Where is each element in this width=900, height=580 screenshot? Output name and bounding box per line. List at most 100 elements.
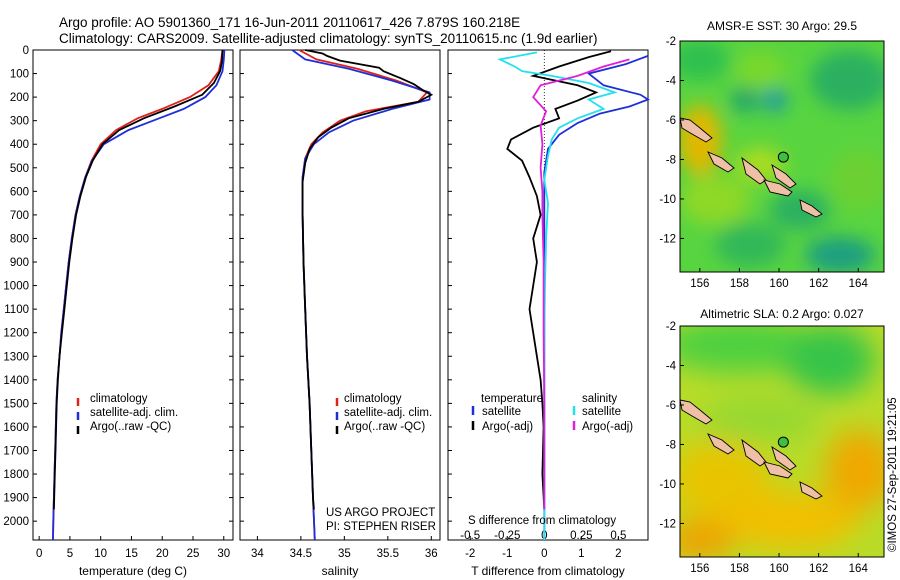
depth-tick-label: 400 — [10, 139, 29, 151]
diff-t-xtick-label: 2 — [615, 548, 621, 560]
temperature-xlabel: temperature (deg C) — [79, 564, 187, 578]
diff-s-tick-label: -0.5 — [460, 530, 480, 542]
diff-t-xtick-label: -1 — [502, 548, 512, 560]
header-line-1: Argo profile: AO 5901360_171 16-Jun-2011… — [59, 15, 520, 30]
depth-tick-label: 700 — [10, 210, 29, 222]
temp-xtick-label: 15 — [125, 548, 138, 560]
depth-tick-label: 1600 — [3, 422, 29, 434]
sal-legend-climatology: climatology — [344, 393, 402, 405]
temperature-frame — [32, 49, 234, 541]
sst-map: AMSR-E SST: 30 Argo: 29.5 — [659, 19, 885, 290]
sst-map-frame — [679, 40, 885, 273]
map-ytick-label: -2 — [666, 321, 676, 333]
header-line-2: Climatology: CARS2009. Satellite-adjuste… — [59, 31, 598, 46]
map-ytick-label: -8 — [666, 154, 676, 166]
map-ytick-label: -6 — [666, 400, 676, 412]
temp-xtick-label: 5 — [67, 548, 73, 560]
map-xtick-label: 164 — [849, 278, 869, 290]
legend-s-argo: Argo(-adj) — [582, 421, 633, 433]
salinity-frame — [239, 49, 441, 541]
diff-t-xtick-label: 0 — [541, 548, 547, 560]
sla-map-frame — [679, 325, 885, 558]
series-satellite-adj-clim--line — [291, 49, 431, 541]
diff-s-tick-label: -0.25 — [494, 530, 520, 542]
legend-t-sat: satellite — [482, 406, 521, 418]
map-ytick-label: -4 — [666, 75, 677, 87]
t-difference-xlabel: T difference from climatology — [471, 564, 625, 578]
map-xtick-label: 164 — [849, 563, 869, 575]
sal-legend-argo: Argo(..raw -QC) — [344, 421, 425, 433]
depth-tick-label: 900 — [10, 257, 29, 269]
map-ytick-label: -4 — [666, 360, 677, 372]
series-t-satellite-line — [543, 55, 651, 540]
imos-stamp: ©IMOS 27-Sep-2011 19:21:05 — [887, 397, 899, 552]
legend-s-sat: satellite — [582, 406, 621, 418]
sla-argo-position — [777, 436, 789, 448]
depth-tick-label: 1300 — [3, 351, 29, 363]
series-argo-raw-qc--line — [301, 49, 434, 510]
depth-tick-label: 2000 — [3, 516, 29, 528]
sal-xtick-label: 35 — [338, 548, 351, 560]
series-s-argo-line — [532, 58, 630, 510]
depth-tick-label: 800 — [10, 233, 29, 245]
legend-climatology: climatology — [90, 393, 148, 405]
depth-tick-label: 500 — [10, 163, 29, 175]
map-ytick-label: -12 — [659, 518, 676, 530]
depth-tick-label: 100 — [10, 69, 29, 81]
temp-xtick-label: 30 — [217, 548, 230, 560]
salinity-legend: climatology satellite-adj. clim. Argo(..… — [335, 393, 432, 434]
series-satellite-adj-clim--line — [52, 49, 226, 541]
temp-xtick-label: 20 — [156, 548, 169, 560]
depth-tick-label: 200 — [10, 92, 29, 104]
sal-xtick-label: 34.5 — [290, 548, 312, 560]
map-ytick-label: -8 — [666, 439, 676, 451]
map-xtick-label: 156 — [690, 563, 709, 575]
depth-tick-label: 1200 — [3, 328, 29, 340]
legend-salinity-title: salinity — [582, 393, 617, 405]
temp-xtick-label: 25 — [187, 548, 200, 560]
depth-tick-label: 1100 — [4, 304, 29, 316]
temperature-legend: climatology satellite-adj. clim. Argo(..… — [76, 393, 178, 434]
series-s-satellite-line — [497, 51, 618, 540]
map-xtick-label: 160 — [769, 563, 788, 575]
map-xtick-label: 158 — [730, 278, 749, 290]
depth-tick-label: 300 — [10, 116, 29, 128]
diff-s-tick-label: 0.5 — [610, 530, 626, 542]
depth-tick-label: 1900 — [3, 493, 29, 505]
map-xtick-label: 158 — [730, 563, 749, 575]
sal-xtick-label: 34 — [251, 548, 264, 560]
legend-argo: Argo(..raw -QC) — [90, 421, 171, 433]
depth-tick-label: 1000 — [3, 281, 29, 293]
temp-xtick-label: 0 — [36, 548, 42, 560]
legend-satellite: satellite-adj. clim. — [90, 407, 178, 419]
legend-temperature-title: temperature — [481, 393, 543, 405]
depth-tick-label: 1400 — [3, 375, 29, 387]
series-argo-raw-qc--line — [53, 49, 224, 510]
depth-tick-label: 1800 — [3, 469, 29, 481]
temp-xtick-label: 10 — [94, 548, 107, 560]
difference-panel: -2 -1 0 1 2-0.5 -0.25 0 0.25 0.5 temperature sat… — [447, 49, 651, 578]
depth-tick-label: 0 — [23, 45, 29, 57]
series-climatology-line — [298, 49, 429, 541]
project-annotation: US ARGO PROJECT — [326, 507, 435, 519]
diff-t-xtick-label: -2 — [465, 548, 475, 560]
map-xtick-label: 162 — [809, 278, 828, 290]
depth-tick-label: 600 — [10, 186, 29, 198]
sal-xtick-label: 36 — [425, 548, 438, 560]
diff-s-tick-label: 0.25 — [570, 530, 592, 542]
map-ytick-label: -10 — [659, 194, 676, 206]
series-t-argo-line — [506, 50, 612, 510]
salinity-xlabel: salinity — [322, 564, 359, 578]
map-ytick-label: -10 — [659, 479, 676, 491]
sst-argo-position — [777, 151, 789, 163]
difference-frame — [447, 49, 649, 541]
pi-annotation: PI: STEPHEN RISER — [326, 521, 436, 533]
diff-t-xtick-label: 1 — [578, 548, 584, 560]
difference-legend: temperature satellite Argo(-adj) salinit… — [471, 393, 633, 433]
salinity-panel: 34 34.5 35 35.5 36 climatology satellite-adj… — [239, 49, 441, 578]
map-xtick-label: 162 — [809, 563, 828, 575]
temperature-panel: 0100200300400500600700800900100011001200… — [3, 45, 234, 578]
map-xtick-label: 156 — [690, 278, 709, 290]
sal-legend-satellite: satellite-adj. clim. — [344, 407, 432, 419]
